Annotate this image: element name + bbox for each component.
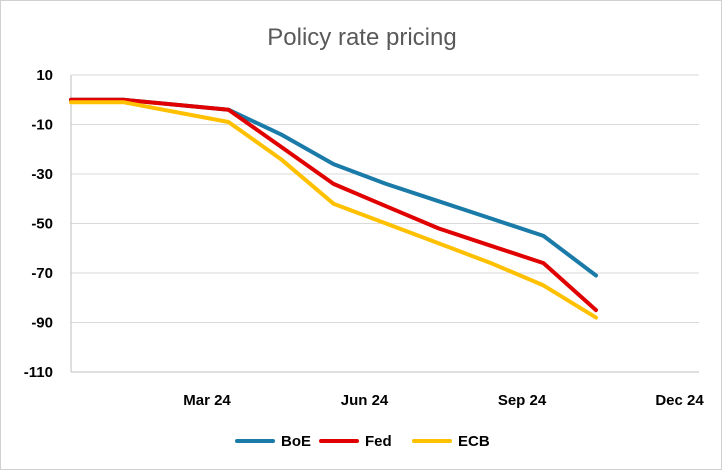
y-tick-label: -30 — [31, 166, 53, 183]
chart-title: Policy rate pricing — [267, 24, 456, 51]
x-tick-label: Jun 24 — [341, 392, 389, 409]
legend-label-fed: Fed — [365, 433, 392, 450]
series-lines — [71, 100, 596, 318]
y-tick-label: 10 — [36, 67, 53, 84]
y-axis-ticks: 10 -10 -30 -50 -70 -90 -110 — [24, 67, 53, 381]
x-tick-label: Dec 24 — [655, 392, 704, 409]
y-tick-label: -10 — [31, 117, 53, 134]
x-axis-ticks: Mar 24 Jun 24 Sep 24 Dec 24 — [183, 392, 704, 409]
series-line-ecb — [71, 102, 596, 317]
y-tick-label: -70 — [31, 265, 53, 282]
y-tick-label: -90 — [31, 315, 53, 332]
legend-label-boe: BoE — [281, 433, 311, 450]
chart-frame: Policy rate pricing 10 -10 -30 -50 -70 -90 -11… — [0, 0, 722, 470]
y-tick-label: -110 — [24, 364, 53, 381]
legend: BoE Fed ECB — [237, 433, 490, 450]
y-tick-label: -50 — [31, 216, 53, 233]
series-line-boe — [71, 100, 596, 276]
chart-svg: Policy rate pricing 10 -10 -30 -50 -70 -90 -11… — [1, 1, 722, 471]
x-tick-label: Mar 24 — [183, 392, 231, 409]
legend-label-ecb: ECB — [458, 433, 490, 450]
x-tick-label: Sep 24 — [498, 392, 547, 409]
